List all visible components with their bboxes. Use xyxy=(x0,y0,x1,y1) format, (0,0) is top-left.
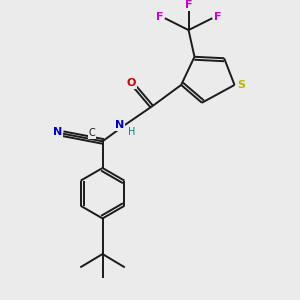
Text: N: N xyxy=(115,120,124,130)
Text: C: C xyxy=(89,128,95,138)
Text: H: H xyxy=(128,127,135,136)
Text: S: S xyxy=(237,80,245,90)
Text: F: F xyxy=(185,1,192,10)
Text: N: N xyxy=(53,127,62,136)
Text: F: F xyxy=(214,12,221,22)
Text: O: O xyxy=(127,79,136,88)
Text: F: F xyxy=(156,12,163,22)
